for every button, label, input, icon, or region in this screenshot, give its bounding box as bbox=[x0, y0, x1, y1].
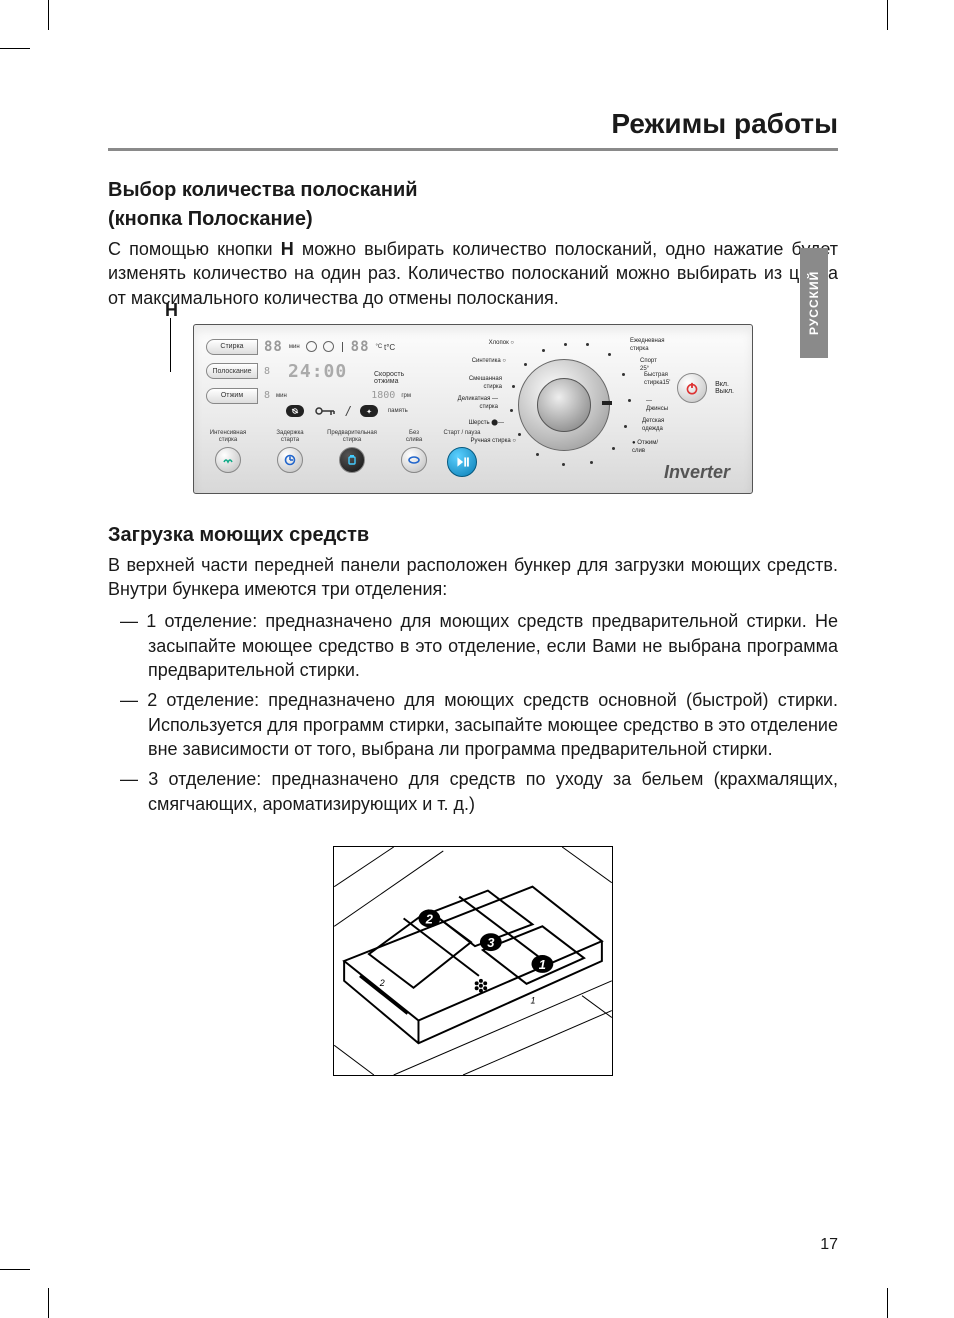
speed-label: Скоростьотжима bbox=[374, 371, 404, 385]
svg-text:1: 1 bbox=[530, 995, 535, 1005]
list-item: — 2 отделение: предназначено для моющих … bbox=[108, 688, 838, 761]
detergent-drawer-figure: 2 3 1 1 2 bbox=[333, 846, 613, 1076]
clock-icon bbox=[306, 341, 317, 352]
bottom-buttons: Интенсивнаястирка Задержкастарта Предвар… bbox=[206, 430, 436, 473]
h-callout-line bbox=[170, 318, 171, 372]
svg-text:1: 1 bbox=[539, 957, 546, 972]
btn1-label: Интенсивнаястирка bbox=[210, 430, 246, 444]
btn4-label: Безслива bbox=[406, 430, 422, 444]
inverter-logo: Inverter bbox=[664, 462, 730, 483]
program-dial[interactable] bbox=[518, 359, 610, 451]
svg-text:3: 3 bbox=[487, 935, 495, 950]
dial-label: Шерсть ⬤— bbox=[438, 419, 504, 427]
btn2-label: Задержкастарта bbox=[276, 430, 303, 444]
pill-wash: Стирка bbox=[206, 339, 258, 355]
start-pause-button[interactable] bbox=[447, 447, 477, 477]
dial-label: Смешаннаястирка bbox=[436, 375, 502, 391]
dial-label: Синтетика ○ bbox=[446, 357, 506, 365]
detergent-list: — 1 отделение: предназначено для моющих … bbox=[108, 609, 838, 815]
star-chip-icon: ✦ bbox=[360, 405, 378, 417]
page-number: 17 bbox=[820, 1236, 838, 1254]
memory-label: память bbox=[388, 408, 408, 414]
power-off-label: Выкл. bbox=[715, 388, 734, 395]
intensive-button[interactable] bbox=[215, 447, 241, 473]
unit-c: °C bbox=[376, 344, 383, 350]
h-callout-label: H bbox=[165, 300, 178, 321]
key-icon bbox=[314, 405, 336, 417]
unit-min: мин bbox=[289, 344, 300, 350]
dial-pointer-icon bbox=[602, 401, 612, 405]
seg-8-2: 8 bbox=[264, 390, 270, 401]
section-heading-line2: (кнопка Полоскание) bbox=[108, 208, 838, 231]
svg-text:2: 2 bbox=[379, 978, 385, 988]
dial-label: Ручная стирка ○ bbox=[444, 437, 516, 445]
page: Режимы работы РУССКИЙ Выбор количества п… bbox=[48, 48, 888, 1270]
list-item: — 1 отделение: предназначено для моющих … bbox=[108, 609, 838, 682]
power-group: Вкл. Выкл. bbox=[677, 373, 734, 403]
section-detergent: Загрузка моющих средств В верхней части … bbox=[108, 524, 838, 816]
section-heading-line1: Выбор количества полосканий bbox=[108, 179, 838, 202]
prewash-button[interactable] bbox=[339, 447, 365, 473]
mid-icon-row: / ✦ память bbox=[286, 403, 408, 419]
seg-rpm: 1800 bbox=[371, 390, 395, 401]
svg-text:✦: ✦ bbox=[366, 408, 372, 415]
divider-icon: / bbox=[346, 403, 350, 419]
section-rinse: Выбор количества полосканий (кнопка Поло… bbox=[108, 179, 838, 310]
control-panel: Стирка 88 мин 88 °C Полоскание 8 24:00 О bbox=[193, 324, 753, 494]
seg-88-2: 88 bbox=[351, 339, 370, 355]
power-on-label: Вкл. bbox=[715, 381, 734, 388]
lock-chip-icon bbox=[286, 405, 304, 417]
dial-label: Быстраястирка15' bbox=[644, 371, 670, 387]
program-dial-group: Хлопок ○ Синтетика ○ Смешаннаястирка Дел… bbox=[494, 335, 659, 475]
pill-rinse: Полоскание bbox=[206, 363, 258, 379]
dial-label: Детскаяодежда bbox=[642, 417, 664, 433]
control-panel-figure: H Стирка 88 мин 88 °C Полоскание 8 bbox=[193, 324, 753, 494]
btn3-label: Предварительнаястирка bbox=[327, 430, 377, 444]
clock-icon bbox=[323, 341, 334, 352]
seg-time: 24:00 bbox=[288, 361, 347, 382]
unit-rpm: грм bbox=[401, 393, 411, 399]
pill-spin: Отжим bbox=[206, 388, 258, 404]
nodrain-button[interactable] bbox=[401, 447, 427, 473]
seg-8-1: 8 bbox=[264, 366, 270, 377]
title-rule bbox=[108, 148, 838, 151]
dial-label: ● Отжим/слив bbox=[632, 439, 659, 455]
section2-heading: Загрузка моющих средств bbox=[108, 524, 838, 547]
power-button[interactable] bbox=[677, 373, 707, 403]
seg-88-1: 88 bbox=[264, 339, 283, 355]
language-tab: РУССКИЙ bbox=[800, 248, 828, 358]
dial-label: Хлопок ○ bbox=[454, 339, 514, 347]
dial-label: — Джинсы bbox=[646, 397, 668, 413]
list-item: — 3 отделение: предназначено для средств… bbox=[108, 767, 838, 816]
page-title: Режимы работы bbox=[108, 108, 838, 140]
dial-label: Ежедневнаястирка bbox=[630, 337, 664, 353]
temp-label: t°C bbox=[384, 343, 395, 352]
dial-label: Деликатная —стирка bbox=[432, 395, 498, 411]
section-paragraph: С помощью кнопки H можно выбирать количе… bbox=[108, 237, 838, 310]
delay-button[interactable] bbox=[277, 447, 303, 473]
svg-text:2: 2 bbox=[425, 911, 434, 926]
section2-paragraph: В верхней части передней панели располож… bbox=[108, 553, 838, 602]
